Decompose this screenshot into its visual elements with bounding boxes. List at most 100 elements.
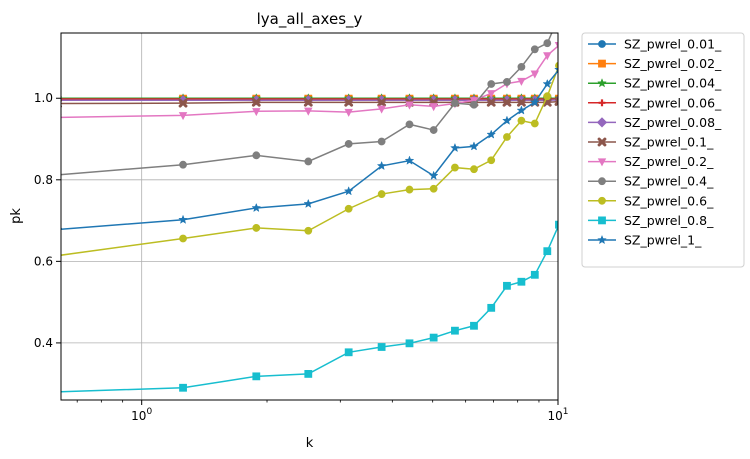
y-axis: 0.4 0.6 0.8 1.0: [34, 91, 61, 350]
data-point: [530, 70, 540, 79]
data-point: [61, 253, 62, 258]
legend-item: SZ_pwrel_0.6_: [588, 193, 714, 208]
legend-label: SZ_pwrel_0.01_: [624, 37, 722, 52]
data-point: [554, 97, 558, 106]
data-point: [178, 112, 188, 121]
x-tick-label-exponent: 1: [563, 407, 569, 417]
legend-label: SZ_pwrel_0.04_: [624, 76, 722, 91]
series-line: [61, 33, 553, 176]
data-point: [470, 100, 478, 109]
legend-label: SZ_pwrel_1_: [624, 233, 702, 248]
series-line: [61, 100, 558, 105]
data-point: [596, 117, 608, 128]
legend-item: SZ_pwrel_0.01_: [588, 37, 722, 52]
data-point: [344, 140, 353, 148]
data-point: [304, 226, 313, 235]
data-point: [486, 129, 497, 139]
x-tick-label-base: 10: [131, 409, 146, 423]
y-tick-label: 1.0: [34, 91, 53, 105]
data-point: [344, 108, 353, 117]
data-point: [502, 97, 512, 107]
data-point: [517, 77, 526, 86]
data-point: [252, 372, 261, 381]
legend-item: SZ_pwrel_1_: [588, 233, 702, 248]
data-point: [451, 99, 459, 108]
legend-item: SZ_pwrel_0.1_: [588, 135, 714, 150]
data-point: [598, 216, 606, 225]
data-point: [428, 170, 439, 180]
data-point: [377, 190, 386, 198]
data-point: [178, 98, 188, 108]
data-point: [503, 133, 511, 141]
data-point: [543, 52, 552, 61]
data-point: [598, 59, 606, 68]
x-axis-label: k: [306, 436, 314, 451]
data-point: [377, 343, 386, 351]
data-point: [304, 370, 313, 378]
series-line: [61, 45, 558, 119]
data-point: [61, 173, 62, 177]
data-point: [516, 105, 527, 115]
data-point: [450, 142, 460, 153]
data-point: [517, 277, 526, 286]
legend-label: SZ_pwrel_0.8_: [624, 213, 714, 228]
data-point: [487, 156, 496, 165]
legend-label: SZ_pwrel_0.1_: [624, 135, 714, 150]
data-point: [61, 114, 62, 116]
legend-label: SZ_pwrel_0.2_: [624, 154, 714, 169]
data-point: [517, 62, 526, 71]
data-point: [376, 160, 387, 171]
data-point: [343, 186, 354, 196]
data-point: [429, 103, 438, 112]
y-axis-label: pk: [9, 208, 24, 224]
data-point: [530, 119, 539, 128]
data-point: [303, 97, 313, 107]
legend-item: SZ_pwrel_0.4_: [588, 174, 714, 189]
data-point: [598, 196, 606, 205]
legend-label: SZ_pwrel_0.02_: [624, 56, 722, 71]
data-point: [597, 137, 607, 147]
data-point: [251, 202, 262, 213]
legend-label: SZ_pwrel_0.06_: [624, 95, 722, 110]
data-point: [503, 281, 511, 290]
legend-item: SZ_pwrel_0.08_: [588, 115, 722, 130]
grid: [61, 33, 558, 400]
data-point: [503, 78, 511, 86]
data-point: [469, 97, 479, 106]
x-tick-label: 100: [131, 407, 152, 423]
x-tick-label-base: 10: [547, 409, 562, 423]
data-point: [543, 247, 552, 256]
data-point: [61, 387, 62, 396]
y-tick-label: 0.6: [34, 254, 53, 268]
data-point: [598, 177, 606, 186]
legend-label: SZ_pwrel_0.4_: [624, 174, 714, 189]
data-point: [502, 115, 512, 125]
data-point: [451, 163, 459, 172]
data-point: [405, 339, 414, 348]
data-point: [252, 224, 261, 232]
data-point: [429, 184, 438, 193]
data-point: [178, 214, 188, 224]
series-SZ_pwrel_0.6_: [61, 61, 558, 258]
data-point: [179, 383, 187, 392]
data-point: [429, 333, 438, 342]
legend-label: SZ_pwrel_0.08_: [624, 115, 722, 130]
data-point: [556, 13, 563, 20]
data-point: [517, 97, 526, 107]
data-point: [598, 40, 606, 48]
data-point: [344, 204, 353, 213]
data-point: [304, 157, 313, 166]
data-point: [554, 67, 558, 74]
plot-frame: [60, 32, 559, 401]
y-tick-label: 0.8: [34, 173, 53, 187]
y-tick-label: 0.4: [34, 336, 53, 350]
data-point: [597, 158, 607, 167]
series-SZ_pwrel_0.8_: [61, 220, 558, 396]
series-line: [61, 69, 558, 231]
x-tick-label: 101: [547, 407, 568, 423]
data-point: [530, 45, 539, 54]
data-point: [470, 165, 478, 174]
data-point: [344, 97, 354, 107]
data-point: [487, 303, 496, 312]
